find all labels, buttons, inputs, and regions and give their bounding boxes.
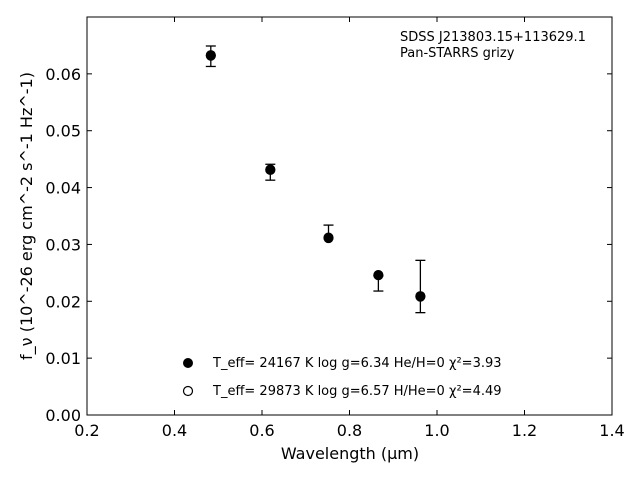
legend-entry-1: T_eff= 24167 K log g=6.34 He/H=0 χ²=3.93 — [212, 356, 502, 371]
legend-marker-open — [182, 385, 194, 397]
y-tick-label: 0.04 — [45, 179, 81, 198]
x-tick-label: 1.0 — [424, 421, 449, 440]
x-tick-label: 1.4 — [599, 421, 624, 440]
annotation-line-1: SDSS J213803.15+113629.1 — [400, 30, 586, 45]
legend: T_eff= 24167 K log g=6.34 He/H=0 χ²=3.93… — [182, 356, 502, 399]
model-point-filled — [323, 233, 334, 244]
annotation-line-2: Pan-STARRS grizy — [400, 46, 515, 61]
y-tick-label: 0.05 — [45, 122, 81, 141]
error-bar — [415, 259, 426, 314]
x-tick-label: 0.6 — [249, 421, 274, 440]
data-markers — [205, 50, 426, 302]
model-point-filled — [373, 270, 384, 281]
y-tick-label: 0.00 — [45, 406, 81, 425]
x-tick-label: 1.2 — [512, 421, 537, 440]
y-tick-label: 0.01 — [45, 349, 81, 368]
model-point-filled — [265, 164, 276, 175]
x-tick-label: 0.2 — [74, 421, 99, 440]
y-axis-title: f_ν (10^-26 erg cm^-2 s^-1 Hz^-1) — [17, 72, 37, 360]
x-tick-label: 0.8 — [337, 421, 362, 440]
y-tick-label: 0.06 — [45, 65, 81, 84]
plot-frame — [86, 16, 613, 416]
x-tick-label: 0.4 — [162, 421, 187, 440]
axis-ticks: 0.2 0.4 0.6 0.8 1.0 1.2 1.4 0.00 0.01 0.02 0.03 0.0… — [45, 17, 625, 440]
model-point-filled — [205, 50, 216, 61]
y-tick-label: 0.03 — [45, 235, 81, 254]
x-axis-title: Wavelength (μm) — [281, 444, 419, 463]
legend-marker-filled — [183, 358, 193, 368]
model-point-filled — [415, 291, 426, 302]
y-tick-label: 0.02 — [45, 292, 81, 311]
legend-entry-2: T_eff= 29873 K log g=6.57 H/He=0 χ²=4.49 — [212, 384, 502, 399]
